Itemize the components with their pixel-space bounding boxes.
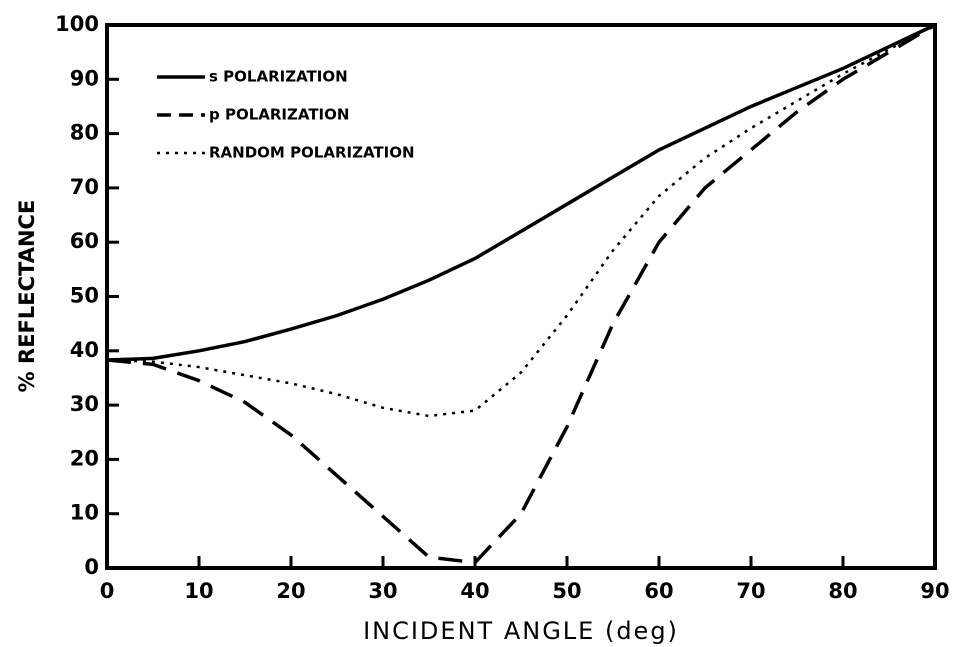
y-tick-label: 30 [70, 392, 99, 416]
y-tick-label: 90 [70, 66, 99, 90]
legend-label: p POLARIZATION [209, 106, 349, 124]
x-tick-label: 20 [276, 579, 305, 603]
series-line [106, 23, 936, 565]
x-tick-label: 60 [644, 579, 673, 603]
y-tick-label: 80 [70, 121, 99, 145]
x-tick-label: 40 [460, 579, 489, 603]
legend-label: s POLARIZATION [209, 68, 348, 86]
y-tick-label: 20 [70, 446, 99, 470]
y-tick-label: 10 [70, 501, 99, 525]
y-tick-label: 50 [70, 284, 99, 308]
y-tick-label: 40 [70, 338, 99, 362]
series-line [106, 23, 936, 362]
x-tick-label: 30 [368, 579, 397, 603]
x-tick-label: 90 [920, 579, 949, 603]
y-tick-label: 70 [70, 175, 99, 199]
series-line [106, 23, 936, 418]
x-tick-label: 10 [184, 579, 213, 603]
y-tick-label: 0 [84, 555, 99, 579]
x-tick-label: 80 [828, 579, 857, 603]
legend-label: RANDOM POLARIZATION [209, 144, 415, 162]
y-tick-label: 100 [55, 12, 99, 36]
y-axis-label: % REFLECTANCE [15, 200, 39, 393]
x-tick-label: 0 [100, 579, 115, 603]
x-tick-label: 50 [552, 579, 581, 603]
x-tick-label: 70 [736, 579, 765, 603]
y-tick-label: 60 [70, 229, 99, 253]
x-axis-label: INCIDENT ANGLE (deg) [363, 617, 679, 645]
